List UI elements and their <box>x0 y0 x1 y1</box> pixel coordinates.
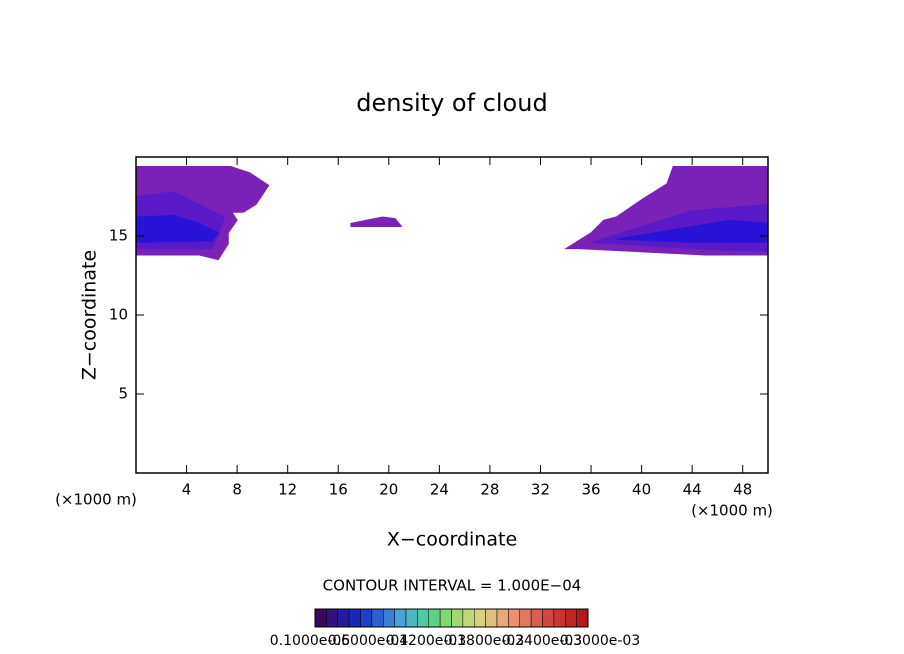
colorbar-swatch <box>348 608 361 628</box>
x-tick-label: 20 <box>379 481 398 499</box>
x-tick-label: 28 <box>480 481 499 499</box>
x-tick-label: 40 <box>632 481 651 499</box>
colorbar-swatch <box>394 608 407 628</box>
colorbar-swatch <box>519 608 532 628</box>
colorbar-swatch <box>553 608 566 628</box>
x-tick-label: 4 <box>182 481 192 499</box>
colorbar-swatch <box>530 608 543 628</box>
x-tick-label: 36 <box>581 481 600 499</box>
x-axis-label: X−coordinate <box>387 529 517 551</box>
y-unit: (×1000 m) <box>55 491 137 509</box>
colorbar-swatch <box>485 608 498 628</box>
x-tick-label: 48 <box>733 481 752 499</box>
colorbar-swatch <box>439 608 452 628</box>
colorbar-swatch <box>371 608 384 628</box>
colorbar-swatch <box>565 608 577 628</box>
y-tick-label: 5 <box>118 385 128 403</box>
y-tick-label: 10 <box>109 306 128 324</box>
colorbar-label: 0.3000e-03 <box>560 633 640 649</box>
y-tick-label: 15 <box>109 227 128 245</box>
colorbar-swatch <box>337 608 350 628</box>
colorbar-swatch <box>576 608 589 628</box>
colorbar-swatch <box>326 608 338 628</box>
colorbar-swatch <box>428 608 441 628</box>
colorbar-swatch <box>542 608 555 628</box>
colorbar-label: 0.1000e-05 <box>270 633 350 649</box>
colorbar-swatch <box>508 608 520 628</box>
colorbar-frame <box>314 608 589 628</box>
colorbar-label: 0.1800e-03 <box>444 633 524 649</box>
x-tick-label: 12 <box>278 481 297 499</box>
colorbar-swatch <box>383 608 395 628</box>
colorbar-label: 0.2400e-03 <box>502 633 582 649</box>
colorbar-swatch <box>462 608 475 628</box>
y-axis-label: Z−coordinate <box>79 250 101 380</box>
colorbar-label: 0.1200e-03 <box>386 633 466 649</box>
colorbar-swatch <box>451 608 464 628</box>
x-tick-label: 16 <box>329 481 348 499</box>
chart-title: density of cloud <box>356 89 547 117</box>
contour-interval: CONTOUR INTERVAL = 1.000E−04 <box>323 577 582 595</box>
colorbar-swatch <box>360 608 373 628</box>
colorbar-swatch <box>405 608 418 628</box>
contour-region <box>350 216 403 228</box>
x-tick-label: 32 <box>531 481 550 499</box>
colorbar-swatch <box>417 608 429 628</box>
x-tick-label: 24 <box>430 481 449 499</box>
colorbar-swatch <box>314 608 327 628</box>
x-unit: (×1000 m) <box>691 502 773 520</box>
x-tick-label: 44 <box>683 481 702 499</box>
colorbar-swatch <box>474 608 486 628</box>
x-tick-label: 8 <box>232 481 242 499</box>
colorbar-swatch <box>496 608 509 628</box>
colorbar-label: 0.6000e-04 <box>328 633 409 649</box>
